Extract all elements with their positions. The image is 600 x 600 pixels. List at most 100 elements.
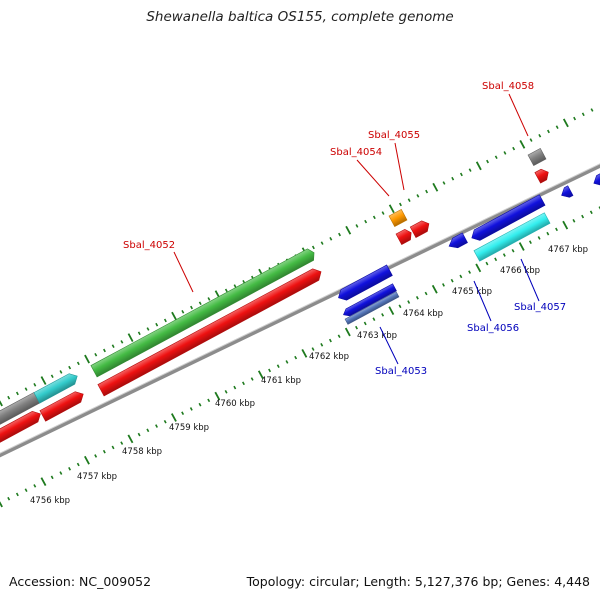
- outer-tick-mark: [475, 161, 482, 171]
- inner-tick-mark: [76, 462, 80, 467]
- inner-tick-mark: [442, 283, 445, 287]
- outer-tick-mark: [381, 211, 385, 215]
- outer-tick-mark: [432, 182, 439, 192]
- outer-tick-mark: [512, 146, 516, 151]
- inner-tick-mark: [311, 347, 315, 351]
- inner-tick-mark: [207, 398, 211, 403]
- gene-label-leader: [473, 280, 492, 322]
- inner-tick-mark: [337, 334, 341, 339]
- inner-tick-mark: [68, 467, 72, 471]
- gene-label: Sbal_4056: [467, 323, 519, 334]
- outer-tick-mark: [459, 172, 463, 177]
- genome-backbone: [0, 163, 600, 458]
- outer-tick-mark: [311, 245, 315, 250]
- scale-label: 4763 kbp: [357, 331, 397, 341]
- inner-tick-mark: [589, 210, 593, 215]
- inner-tick-mark: [494, 257, 498, 262]
- inner-tick-mark: [537, 236, 541, 240]
- inner-tick-mark: [581, 214, 585, 219]
- inner-tick-mark: [381, 313, 385, 317]
- inner-tick-mark: [111, 445, 115, 450]
- inner-tick-mark: [398, 304, 402, 309]
- inner-tick-mark: [94, 454, 98, 458]
- inner-tick-mark: [328, 338, 332, 343]
- gene-label: Sbal_4055: [368, 130, 420, 141]
- inner-tick-mark: [475, 263, 482, 273]
- inner-tick-mark: [40, 477, 47, 487]
- outer-tick-mark: [198, 301, 202, 306]
- outer-tick-mark: [171, 311, 178, 321]
- inner-tick-mark: [50, 475, 54, 480]
- outer-tick-mark: [388, 204, 395, 214]
- inner-tick-mark: [555, 227, 558, 232]
- gene-label: Sbal_4057: [514, 302, 566, 313]
- scale-label: 4758 kbp: [122, 447, 162, 457]
- blue-gene-right-1: [561, 185, 574, 198]
- inner-tick-mark: [301, 348, 308, 358]
- inner-tick-mark: [320, 343, 324, 347]
- orange-gene-sbal-4054: [388, 208, 408, 228]
- inner-tick-mark: [189, 407, 193, 411]
- outer-tick-mark: [233, 284, 237, 288]
- inner-tick-mark: [502, 253, 506, 257]
- outer-tick-mark: [451, 176, 455, 181]
- gene-label-leader: [394, 142, 405, 191]
- outer-tick-mark: [50, 374, 54, 379]
- outer-tick-mark: [103, 348, 106, 353]
- outer-tick-mark: [468, 168, 472, 172]
- outer-tick-mark: [24, 387, 28, 391]
- outer-tick-mark: [590, 108, 594, 112]
- inner-tick-mark: [546, 231, 550, 236]
- outer-tick-mark: [338, 232, 341, 237]
- outer-tick-mark: [355, 224, 359, 228]
- outer-tick-mark: [329, 237, 333, 241]
- outer-tick-mark: [76, 361, 80, 366]
- outer-tick-mark: [84, 354, 90, 364]
- outer-tick-mark: [519, 139, 526, 149]
- inner-tick-mark: [431, 284, 438, 294]
- inner-tick-mark: [146, 428, 150, 433]
- outer-tick-mark: [40, 376, 47, 385]
- outer-tick-mark: [0, 400, 3, 407]
- red-gene-sbal-4054: [395, 228, 412, 246]
- inner-tick-mark: [363, 321, 367, 326]
- outer-tick-mark: [120, 340, 124, 344]
- inner-tick-mark: [285, 360, 289, 364]
- inner-tick-mark: [562, 220, 569, 230]
- outer-tick-mark: [94, 352, 98, 357]
- inner-tick-mark: [102, 449, 106, 454]
- outer-tick-mark: [407, 198, 411, 202]
- gene-label-leader: [520, 258, 540, 302]
- outer-tick-mark: [33, 383, 37, 387]
- red-gene-left-2: [39, 391, 84, 422]
- scale-label: 4761 kbp: [261, 376, 301, 386]
- inner-tick-mark: [170, 413, 177, 422]
- outer-tick-mark: [581, 112, 585, 117]
- blue-gene-sbal-4057: [471, 194, 546, 241]
- inner-tick-mark: [59, 471, 63, 475]
- inner-tick-mark: [598, 206, 600, 210]
- outer-tick-mark: [146, 327, 150, 331]
- outer-tick-mark: [320, 241, 324, 245]
- inner-tick-mark: [257, 370, 264, 380]
- inner-tick-mark: [214, 391, 221, 401]
- inner-tick-mark: [242, 381, 245, 386]
- outer-tick-mark: [425, 189, 429, 194]
- gene-label-leader: [508, 93, 529, 137]
- genome-backbone-highlight: [0, 163, 600, 454]
- gene-label-leader: [379, 326, 399, 365]
- gene-label-leader: [173, 251, 194, 293]
- inner-tick-mark: [155, 424, 158, 428]
- gene-label: Sbal_4058: [482, 81, 534, 92]
- outer-tick-mark: [503, 151, 507, 155]
- accession-text: Accession: NC_009052: [9, 574, 152, 589]
- outer-tick-mark: [562, 118, 569, 128]
- inner-tick-mark: [268, 368, 272, 373]
- inner-tick-mark: [233, 385, 237, 390]
- map-title: Shewanella baltica OS155, complete genom…: [146, 9, 454, 25]
- inner-tick-mark: [181, 411, 185, 416]
- inner-tick-mark: [388, 306, 395, 315]
- inner-tick-mark: [163, 419, 167, 424]
- gene-label: Sbal_4053: [375, 366, 427, 377]
